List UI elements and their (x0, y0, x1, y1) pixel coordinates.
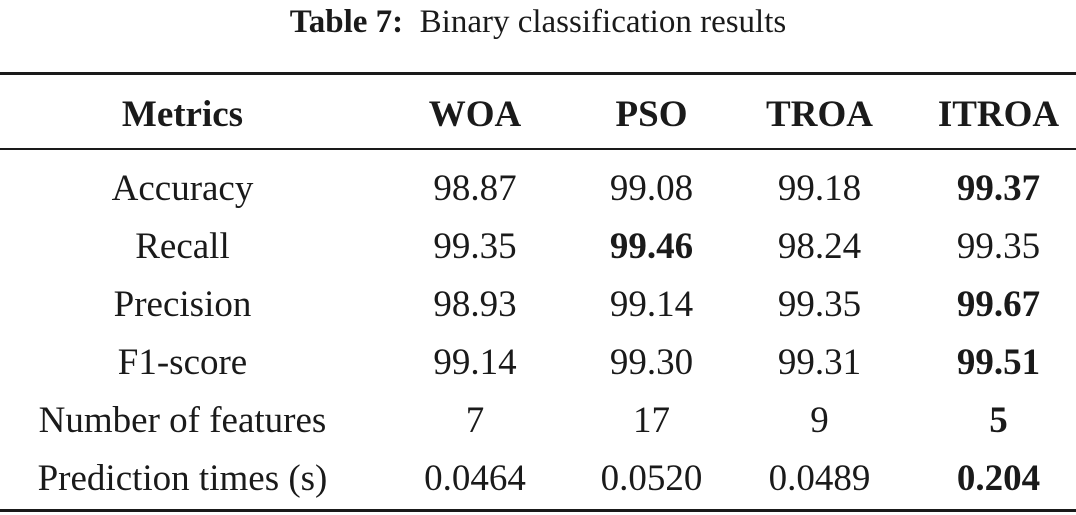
value-cell: 99.35 (777, 283, 862, 325)
metric-cell: F1-score (117, 341, 248, 383)
table-row: Recall 99.35 99.46 98.24 99.35 (0, 217, 1076, 275)
value-cell: 0.0489 (768, 457, 871, 499)
metric-cell: Recall (135, 225, 230, 267)
header-troa: TROA (766, 93, 873, 135)
value-cell: 99.51 (956, 341, 1041, 383)
value-cell: 99.18 (777, 167, 862, 209)
value-cell: 98.93 (433, 283, 517, 325)
table-row: Precision 98.93 99.14 99.35 99.67 (0, 275, 1076, 333)
metric-cell: Number of features (38, 399, 327, 441)
metric-cell: Precision (113, 283, 252, 325)
value-cell: 98.87 (433, 167, 517, 209)
value-cell: 99.08 (609, 167, 694, 209)
value-cell: 99.46 (609, 225, 694, 267)
value-cell: 99.35 (956, 225, 1041, 267)
table-row: Number of features 7 17 9 5 (0, 391, 1076, 449)
value-cell: 0.0520 (600, 457, 703, 499)
value-cell: 99.30 (609, 341, 694, 383)
metric-cell: Accuracy (111, 167, 254, 209)
bottom-rule (0, 509, 1076, 512)
table-caption: Table 7: Binary classification results (0, 0, 1076, 44)
table-body: Accuracy 98.87 99.08 99.18 99.37 Recall … (0, 159, 1076, 507)
header-metrics: Metrics (121, 93, 244, 135)
top-rule (0, 72, 1076, 75)
header-itroa: ITROA (937, 93, 1060, 135)
header-rule (0, 148, 1076, 150)
header-row: Metrics WOA PSO TROA ITROA (0, 84, 1076, 144)
value-cell: 99.31 (777, 341, 862, 383)
value-cell: 98.24 (777, 225, 862, 267)
value-cell: 0.0464 (424, 457, 526, 499)
header-pso: PSO (615, 93, 688, 135)
value-cell: 5 (989, 399, 1008, 441)
value-cell: 99.37 (956, 167, 1041, 209)
value-cell: 0.204 (956, 457, 1041, 499)
value-cell: 99.14 (609, 283, 694, 325)
value-cell: 9 (810, 399, 829, 441)
table-row: F1-score 99.14 99.30 99.31 99.51 (0, 333, 1076, 391)
value-cell: 17 (633, 399, 670, 441)
header-woa: WOA (428, 93, 522, 135)
table-caption-label: Table 7: (289, 4, 404, 40)
table-header: Metrics WOA PSO TROA ITROA (0, 84, 1076, 144)
value-cell: 99.67 (956, 283, 1041, 325)
table-row: Prediction times (s) 0.0464 0.0520 0.048… (0, 449, 1076, 507)
table-caption-text: Binary classification results (419, 4, 787, 40)
table-row: Accuracy 98.87 99.08 99.18 99.37 (0, 159, 1076, 217)
metric-cell: Prediction times (s) (37, 457, 328, 499)
value-cell: 99.35 (433, 225, 517, 267)
value-cell: 7 (465, 399, 485, 441)
value-cell: 99.14 (433, 341, 517, 383)
